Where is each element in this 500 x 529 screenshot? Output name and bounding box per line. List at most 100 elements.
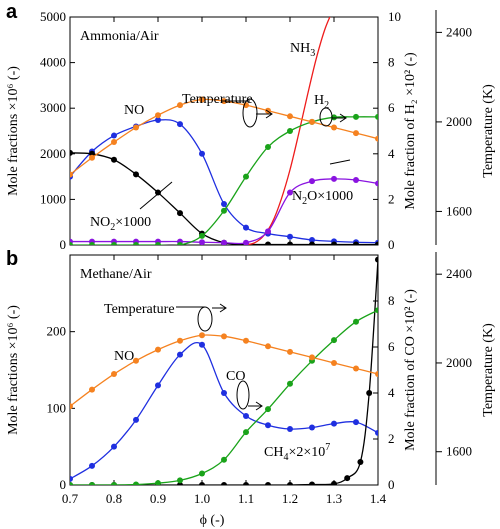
panel-a-right-tick-label: 6 [388, 100, 395, 115]
panel-a-point-h2 [265, 143, 271, 150]
panel-b-point-temperature [353, 365, 359, 372]
panel-a-left-tick-label: 0 [60, 237, 67, 252]
annot-temperature: Temperature [182, 92, 253, 107]
panel-b-point-co [243, 429, 249, 436]
panel-b-temperature-tick-label: 2000 [446, 355, 472, 370]
annot-nh3: NH3 [290, 41, 315, 59]
panel-b-point-no [309, 424, 315, 431]
panel-b-point-temperature [375, 371, 378, 378]
panel-a-left-tick-label: 3000 [40, 100, 66, 115]
panel-b-point-co [89, 482, 95, 485]
panel-a-point-no2-1000 [375, 241, 378, 245]
panel-b-point-ch4-2-10-7 [331, 480, 337, 485]
panel-b-x-tick-label: 1.2 [282, 491, 298, 506]
panel-a-temperature-tick-label: 1600 [446, 203, 472, 218]
panel-b-x-tick-label: 0.8 [106, 491, 122, 506]
panel-a-point-h2 [177, 242, 183, 245]
panel-b-point-temperature [111, 371, 117, 378]
panel-b-point-ch4-2-10-7 [357, 459, 364, 465]
panel-b-plot-frame [69, 254, 379, 486]
annot-no2-pointer [139, 181, 173, 210]
panel-b-point-no [287, 426, 293, 433]
panel-a-letter: a [6, 1, 18, 23]
panel-b-point-ch4-2-10-7 [366, 390, 373, 396]
panel-a-point-h2 [287, 128, 293, 134]
panel-b-point-temperature [133, 357, 139, 364]
panel-a-point-h2 [199, 232, 205, 239]
panel-b-point-temperature [70, 403, 73, 410]
panel-a-right-tick-label: 8 [388, 55, 395, 70]
panel-b-point-co [177, 477, 183, 484]
panel-a-temperature-axis-label: Temperature (K) [481, 84, 496, 178]
panel-a-point-h2 [133, 242, 139, 245]
panel-a-point-n2o-1000 [265, 228, 271, 235]
annot-b-co: CO [226, 369, 245, 384]
annot-b-temperature: Temperature [104, 302, 175, 317]
panel-a-point-n2o-1000 [375, 180, 378, 187]
panel-a-point-no [221, 200, 227, 207]
annot-b-co-ellipse [236, 380, 250, 410]
panel-a-point-temperature [353, 130, 359, 137]
panel-a-right-axis-label: Mole fraction of H₂ ×10² (-) [403, 52, 418, 210]
panel-a-point-temperature [375, 135, 378, 142]
panel-b-point-temperature [287, 348, 293, 355]
panel-a-series-nh3 [245, 17, 331, 245]
annot-temperature-ellipse [242, 98, 258, 128]
panel-a-point-temperature [177, 102, 183, 109]
panel-a-left-axis-label: Mole fractions ×10⁶ (-) [6, 66, 21, 196]
panel-b-x-tick-label: 1.0 [194, 491, 210, 506]
panel-a-point-n2o-1000 [309, 178, 315, 185]
panel-a-point-h2 [111, 242, 117, 245]
panel-b-point-temperature [199, 332, 205, 339]
panel-a-point-n2o-1000 [353, 177, 359, 184]
panel-a-point-no2-1000 [331, 241, 337, 245]
panel-a-point-temperature [155, 112, 161, 119]
panel-a-point-no2-1000 [111, 156, 117, 163]
panel-b-point-temperature [265, 343, 271, 350]
panel-a-point-no2-1000 [309, 241, 315, 245]
panel-b-x-tick-label: 1.4 [370, 491, 387, 506]
panel-b-point-no [221, 390, 227, 396]
panel-b: b Methane/Air 0.7 0.8 0.9 1.0 1.1 1.2 1.3 1.401… [6, 248, 496, 528]
panel-a-point-no [199, 150, 205, 157]
panel-a-series-line-nh3 [245, 17, 331, 245]
panel-b-annotations: NO CO Temperature CH4×2×107 [104, 302, 330, 463]
panel-b-point-ch4-2-10-7 [375, 256, 378, 263]
annot-n2o: N2O×1000 [292, 189, 353, 207]
panel-b-point-no [89, 462, 95, 469]
panel-a-point-no2-1000 [177, 210, 183, 217]
panel-b-point-ch4-2-10-7 [287, 482, 293, 485]
panel-a-point-no2-1000 [353, 241, 359, 245]
panel-b-point-co [221, 456, 227, 463]
panel-b-point-co [287, 380, 293, 387]
panel-a-point-h2 [243, 173, 249, 180]
panel-a-point-h2 [353, 113, 359, 120]
panel-a-title: Ammonia/Air [80, 29, 159, 44]
panel-b-point-temperature [243, 337, 249, 344]
panel-b-point-ch4-2-10-7 [265, 482, 271, 485]
panel-a-point-h2 [89, 242, 95, 245]
panel-b-temperature-tick-label: 1600 [446, 444, 472, 459]
panel-a-left-tick-label: 1000 [40, 191, 66, 206]
panel-a-right-tick-label: 0 [388, 237, 395, 252]
panel-a-point-n2o-1000 [243, 239, 249, 245]
panel-b-point-co [265, 406, 271, 413]
panel-a-point-n2o-1000 [287, 189, 293, 196]
panel-a-right-tick-label: 10 [388, 9, 401, 24]
panel-b-point-temperature [177, 337, 183, 344]
panel-a-point-temperature [111, 139, 117, 146]
panel-b-point-co [70, 482, 73, 485]
panel-a-point-h2 [375, 113, 378, 120]
panel-b-point-temperature [331, 359, 337, 366]
panel-b-point-temperature [155, 346, 161, 353]
panel-a-point-n2o-1000 [221, 239, 227, 245]
panel-a-point-temperature [199, 96, 205, 103]
panel-b-point-no [177, 351, 183, 358]
panel-a-point-h2 [221, 207, 227, 214]
annot-h2: H2 [314, 93, 329, 111]
panel-b-right-tick-label: 0 [388, 477, 395, 492]
panel-a-right-tick-label: 4 [388, 146, 395, 161]
panel-b-series-co [70, 307, 378, 485]
panel-b-point-ch4-2-10-7 [221, 482, 227, 485]
